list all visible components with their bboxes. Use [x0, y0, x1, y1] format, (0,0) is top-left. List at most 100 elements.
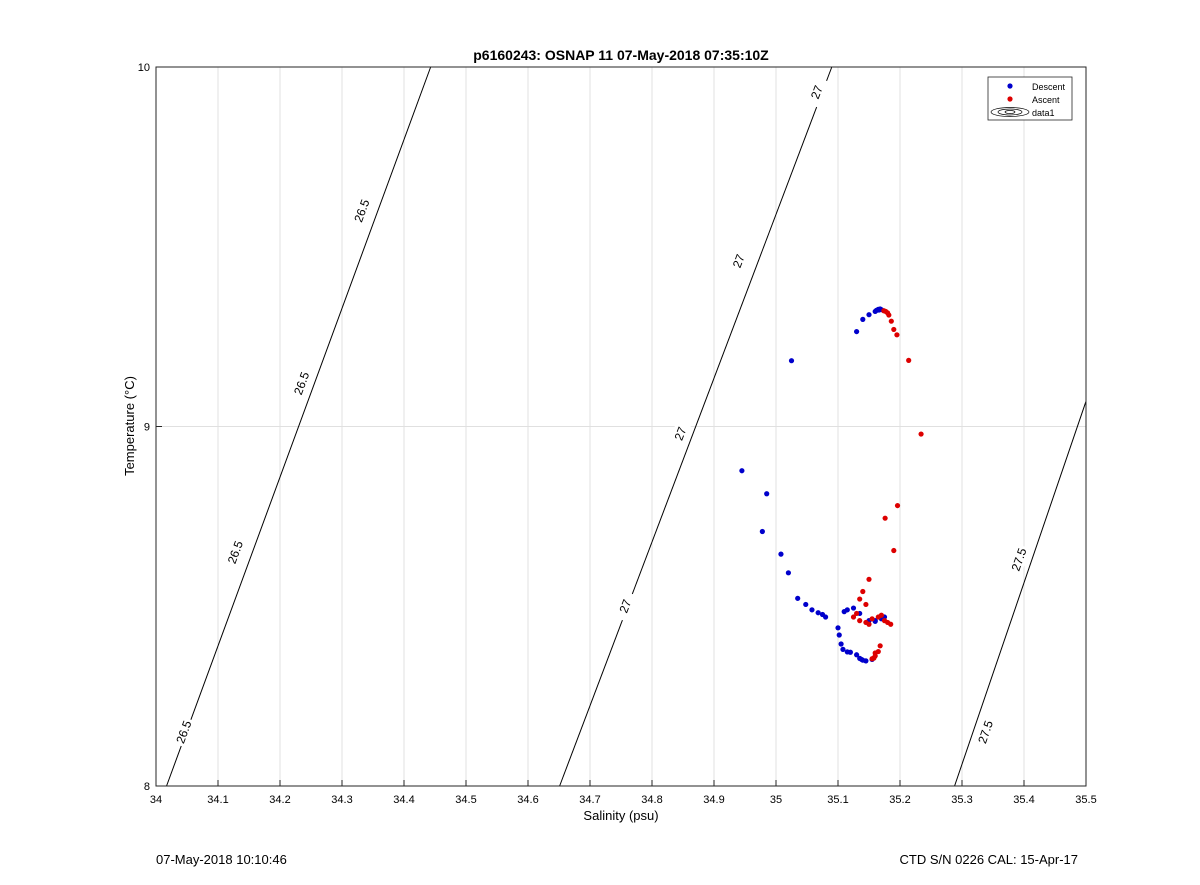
ascent-point [881, 618, 888, 624]
x-tick-label: 35 [770, 794, 782, 806]
legend-descent-label: Descent [1032, 82, 1066, 92]
ascent-point [906, 357, 912, 363]
descent-point [759, 528, 765, 535]
contour-label: 27 [726, 245, 751, 277]
x-tick-label: 34.4 [393, 794, 414, 806]
descent-point [863, 658, 869, 664]
ascent-point [869, 656, 875, 662]
x-tick-label: 35.2 [889, 794, 910, 806]
contour-label: 27 [612, 590, 637, 622]
descent-point [844, 607, 850, 613]
legend: Descent Ascent data1 [987, 76, 1073, 121]
x-tick-label: 34.9 [703, 794, 724, 806]
ascent-point [894, 502, 901, 509]
descent-point [854, 328, 860, 335]
descent-point [860, 316, 866, 322]
legend-ascent-label: Ascent [1032, 95, 1060, 105]
data-points [739, 306, 924, 664]
contour-label-background [289, 367, 314, 399]
x-tick-label: 34.8 [641, 794, 662, 806]
descent-point [866, 312, 872, 318]
x-tick-label: 35.1 [827, 794, 848, 806]
contour-label-text: 27 [616, 597, 634, 615]
density-contour-line [559, 66, 833, 787]
ascent-point [886, 312, 892, 318]
descent-point [815, 610, 821, 616]
ascent-point [878, 612, 885, 618]
descent-point [872, 308, 878, 315]
ascent-point [850, 614, 857, 620]
descent-point [803, 601, 809, 608]
descent-point [788, 358, 795, 364]
ascent-point [888, 318, 894, 324]
contour-label: 27 [804, 76, 829, 108]
ascent-point [857, 596, 863, 602]
contour-label-text: 27 [730, 252, 748, 270]
descent-point [785, 570, 792, 576]
x-tick-label: 34.1 [207, 794, 228, 806]
contour-label-background [349, 194, 374, 227]
ascent-point [894, 332, 900, 338]
legend-descent-marker [1007, 83, 1013, 89]
footer-instrument-info: CTD S/N 0226 CAL: 15-Apr-17 [899, 852, 1078, 867]
descent-point [764, 491, 770, 497]
y-tick-label: 8 [144, 781, 150, 793]
ascent-point [863, 601, 869, 608]
contour-label-background [612, 590, 637, 622]
descent-point [838, 641, 844, 647]
legend-box [987, 76, 1073, 121]
grid-layer [156, 67, 1086, 786]
y-tick-label: 9 [144, 422, 150, 434]
descent-point [778, 551, 784, 557]
contour-label-background [171, 716, 196, 748]
descent-point [809, 607, 815, 613]
ascent-point [891, 326, 897, 333]
ascent-point [866, 576, 872, 582]
ascent-point [860, 588, 866, 595]
contour-label-background [973, 716, 997, 748]
density-contour-line [954, 401, 1087, 787]
descent-point [836, 632, 842, 638]
ascent-point [857, 618, 863, 624]
y-axis-label: Temperature (°C) [122, 376, 137, 476]
ascent-point [882, 515, 888, 521]
ascent-point [866, 621, 872, 627]
legend-contour-icon [990, 107, 1030, 117]
x-tick-label: 34.6 [517, 794, 538, 806]
contour-label-text: 27 [672, 425, 690, 443]
x-tick-label: 34.5 [455, 794, 476, 806]
descent-point [739, 468, 745, 474]
contour-label: 27 [668, 417, 693, 450]
x-tick-label: 35.5 [1075, 794, 1096, 806]
descent-point [850, 605, 857, 611]
ascent-point [854, 610, 860, 617]
descent-point [854, 652, 860, 658]
descent-point [835, 625, 841, 631]
contour-label-background [668, 417, 693, 450]
descent-point [840, 646, 846, 652]
descent-point [823, 614, 829, 620]
axis-ticks: 34 34.1 34.2 34.3 34.4 34.5 34.6 34.7 34.8 34.9 35… [138, 62, 1097, 806]
x-tick-label: 34 [150, 794, 162, 806]
x-tick-label: 34.2 [269, 794, 290, 806]
contour-label-background [804, 76, 829, 108]
legend-data1-label: data1 [1032, 108, 1055, 118]
ascent-point [891, 547, 897, 554]
ascent-point [869, 616, 875, 622]
chart-title: p6160243: OSNAP 11 07-May-2018 07:35:10Z [473, 47, 769, 63]
descent-point [795, 595, 801, 601]
density-contour-line [166, 66, 432, 787]
descent-point [847, 649, 854, 655]
contour-label-background [1006, 543, 1031, 576]
legend-ascent-marker [1007, 96, 1013, 102]
ascent-point [918, 431, 924, 437]
ascent-point [872, 650, 878, 656]
x-axis-label: Salinity (psu) [583, 808, 658, 823]
x-tick-label: 35.4 [1013, 794, 1034, 806]
ascent-point [877, 643, 883, 649]
contour-label-background [223, 536, 247, 568]
x-tick-label: 34.3 [331, 794, 352, 806]
contour-label-background [726, 245, 751, 277]
